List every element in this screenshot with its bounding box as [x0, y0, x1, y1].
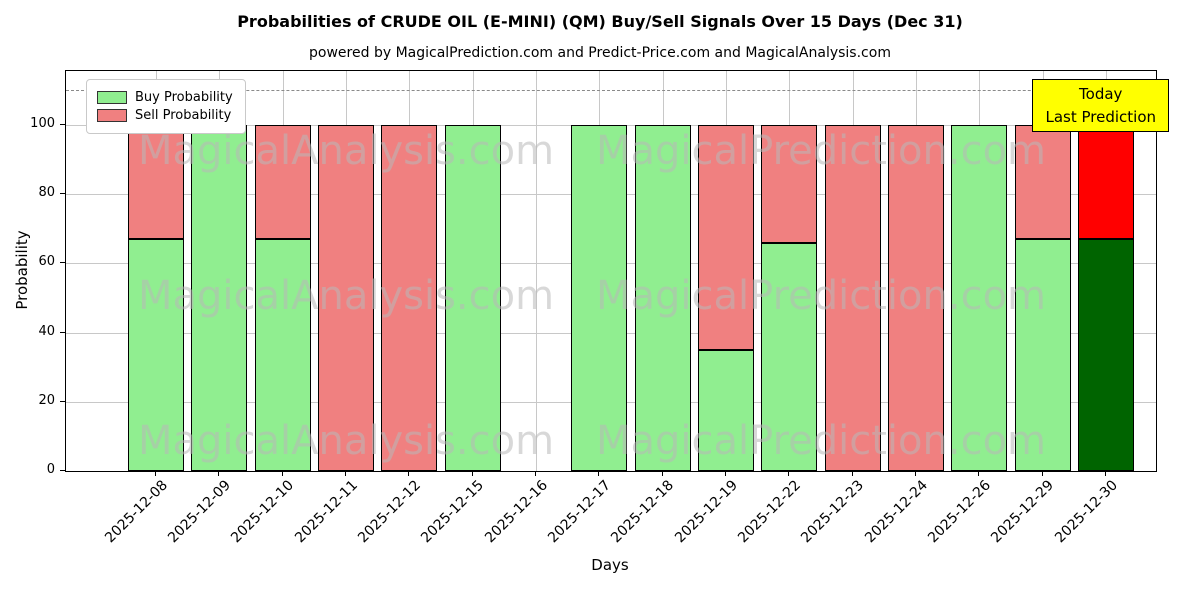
- x-tick-mark: [1041, 471, 1043, 476]
- x-tick-mark: [281, 471, 283, 476]
- sell-probability-swatch: [97, 109, 127, 122]
- y-tick-mark: [60, 331, 65, 333]
- buy-probability-swatch: [97, 91, 127, 104]
- watermark-text: MagicalAnalysis.com: [137, 418, 555, 464]
- x-tick-mark: [661, 471, 663, 476]
- bar-sell-segment: [318, 124, 374, 471]
- bar-buy-segment: [698, 349, 754, 471]
- bar-sell-segment: [381, 124, 438, 471]
- x-gridline: [536, 71, 537, 471]
- y-tick-mark: [60, 123, 65, 125]
- bar-buy-segment: [191, 124, 248, 471]
- x-tick-label: 2025-12-23: [798, 477, 868, 547]
- x-tick-mark: [851, 471, 853, 476]
- x-tick-label: 2025-12-09: [165, 477, 234, 547]
- bar-buy-segment: [1014, 239, 1071, 471]
- x-tick-mark: [915, 471, 916, 476]
- x-tick-mark: [471, 471, 473, 476]
- bar-buy-segment: [634, 124, 691, 471]
- y-tick-label: 0: [46, 462, 55, 477]
- bar-buy-segment: [951, 124, 1008, 471]
- watermark-text: MagicalAnalysis.com: [137, 273, 555, 319]
- bar-buy-segment: [444, 124, 501, 471]
- legend: Buy Probability Sell Probability: [86, 79, 246, 134]
- x-tick-label: 2025-12-12: [355, 477, 424, 547]
- y-tick-label: 60: [38, 254, 55, 270]
- x-tick-label: 2025-12-26: [925, 477, 994, 547]
- watermark-text: MagicalAnalysis.com: [137, 128, 555, 174]
- x-tick-mark: [725, 471, 726, 476]
- legend-buy-label: Buy Probability: [135, 90, 233, 105]
- today-annotation: Today Last Prediction: [1032, 79, 1169, 132]
- x-tick-mark: [598, 471, 600, 476]
- bar-sell-segment: [761, 124, 818, 243]
- y-tick-label: 80: [38, 185, 55, 201]
- x-tick-label: 2025-12-19: [671, 477, 741, 547]
- y-tick-label: 40: [38, 323, 55, 339]
- x-axis-label: Days: [591, 556, 629, 574]
- watermark-text: MagicalPrediction.com: [596, 128, 1046, 174]
- x-tick-label: 2025-12-11: [291, 477, 361, 547]
- today-annotation-line2: Last Prediction: [1045, 107, 1156, 126]
- bar-buy-segment: [254, 239, 311, 471]
- chart-title: Probabilities of CRUDE OIL (E-MINI) (QM)…: [237, 12, 963, 31]
- x-tick-mark: [978, 471, 980, 476]
- x-tick-mark: [218, 471, 220, 476]
- x-tick-label: 2025-12-18: [608, 477, 678, 547]
- x-tick-mark: [1105, 471, 1106, 476]
- x-tick-label: 2025-12-24: [861, 477, 931, 547]
- x-tick-label: 2025-12-16: [481, 477, 551, 547]
- bar-sell-segment: [254, 124, 311, 240]
- bar-buy-segment: [1078, 239, 1134, 471]
- bar-sell-segment: [1078, 124, 1134, 240]
- y-tick-mark: [60, 400, 65, 402]
- bar-sell-segment: [698, 124, 754, 350]
- x-tick-mark: [155, 471, 156, 476]
- bar-layer: [66, 71, 1156, 471]
- bar-buy-segment: [761, 242, 818, 471]
- x-tick-mark: [535, 471, 536, 476]
- dashed-threshold-line: [66, 90, 1156, 92]
- x-tick-label: 2025-12-08: [101, 477, 171, 547]
- watermark-text: MagicalPrediction.com: [596, 418, 1046, 464]
- x-tick-label: 2025-12-15: [418, 477, 488, 547]
- bar-sell-segment: [128, 124, 184, 240]
- bar-sell-segment: [824, 124, 881, 471]
- x-tick-label: 2025-12-30: [1051, 477, 1121, 547]
- y-tick-label: 20: [38, 392, 55, 408]
- x-tick-label: 2025-12-10: [228, 477, 298, 547]
- legend-item-buy: Buy Probability: [97, 90, 233, 105]
- y-tick-mark: [60, 193, 65, 195]
- x-tick-mark: [408, 471, 410, 476]
- bar-buy-segment: [571, 124, 628, 471]
- x-tick-mark: [345, 471, 346, 476]
- bar-buy-segment: [128, 239, 184, 471]
- legend-item-sell: Sell Probability: [97, 108, 233, 123]
- today-annotation-line1: Today: [1079, 85, 1123, 103]
- watermark-layer: MagicalAnalysis.com MagicalPrediction.com…: [66, 71, 1156, 471]
- chart-subtitle: powered by MagicalPrediction.com and Pre…: [309, 45, 891, 61]
- legend-sell-label: Sell Probability: [135, 108, 232, 123]
- y-tick-label: 100: [30, 115, 55, 131]
- x-tick-mark: [788, 471, 790, 476]
- x-tick-label: 2025-12-29: [988, 477, 1058, 547]
- y-tick-mark: [60, 262, 65, 264]
- x-tick-label: 2025-12-22: [735, 477, 804, 547]
- plot-area: MagicalAnalysis.com MagicalPrediction.com…: [65, 70, 1169, 472]
- bar-sell-segment: [888, 124, 944, 471]
- watermark-text: MagicalPrediction.com: [596, 273, 1046, 319]
- x-tick-label: 2025-12-17: [545, 477, 614, 547]
- y-tick-mark: [60, 470, 65, 471]
